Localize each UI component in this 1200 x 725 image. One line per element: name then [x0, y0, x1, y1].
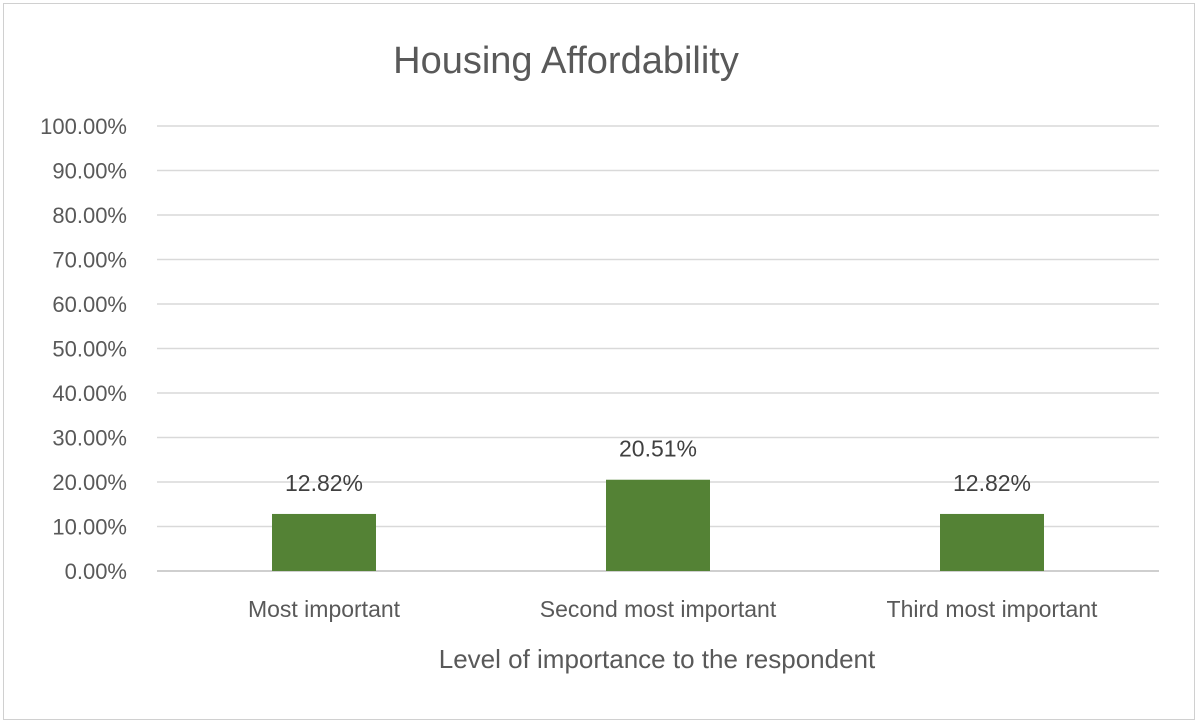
- bar: [272, 513, 376, 571]
- data-label: 12.82%: [953, 470, 1031, 496]
- chart-frame: [3, 3, 1195, 720]
- y-axis-tick-labels: 0.00% 10.00% 20.00% 30.00% 40.00% 50.00% 60.00…: [40, 114, 127, 584]
- y-tick-label: 80.00%: [52, 203, 127, 228]
- data-labels: 12.82% 20.51% 12.82%: [285, 436, 1031, 496]
- x-axis-category-labels: Most important Second most important Third…: [248, 596, 1098, 622]
- x-axis-title: Level of importance to the respondent: [439, 644, 876, 674]
- gridlines: [157, 125, 1159, 572]
- y-tick-label: 60.00%: [52, 292, 127, 317]
- bar: [940, 513, 1044, 571]
- y-tick-label: 0.00%: [65, 559, 127, 584]
- y-tick-label: 100.00%: [40, 114, 127, 139]
- x-category-label: Most important: [248, 596, 401, 622]
- y-tick-label: 10.00%: [52, 515, 127, 540]
- bar: [606, 479, 710, 571]
- x-category-label: Second most important: [540, 596, 777, 622]
- y-tick-label: 30.00%: [52, 426, 127, 451]
- y-tick-label: 40.00%: [52, 381, 127, 406]
- y-tick-label: 90.00%: [52, 159, 127, 184]
- chart-title: Housing Affordability: [393, 40, 739, 82]
- data-label: 20.51%: [619, 436, 697, 462]
- y-tick-label: 70.00%: [52, 248, 127, 273]
- y-tick-label: 50.00%: [52, 337, 127, 362]
- bars: [272, 479, 1044, 571]
- data-label: 12.82%: [285, 470, 363, 496]
- y-tick-label: 20.00%: [52, 470, 127, 495]
- x-category-label: Third most important: [887, 596, 1099, 622]
